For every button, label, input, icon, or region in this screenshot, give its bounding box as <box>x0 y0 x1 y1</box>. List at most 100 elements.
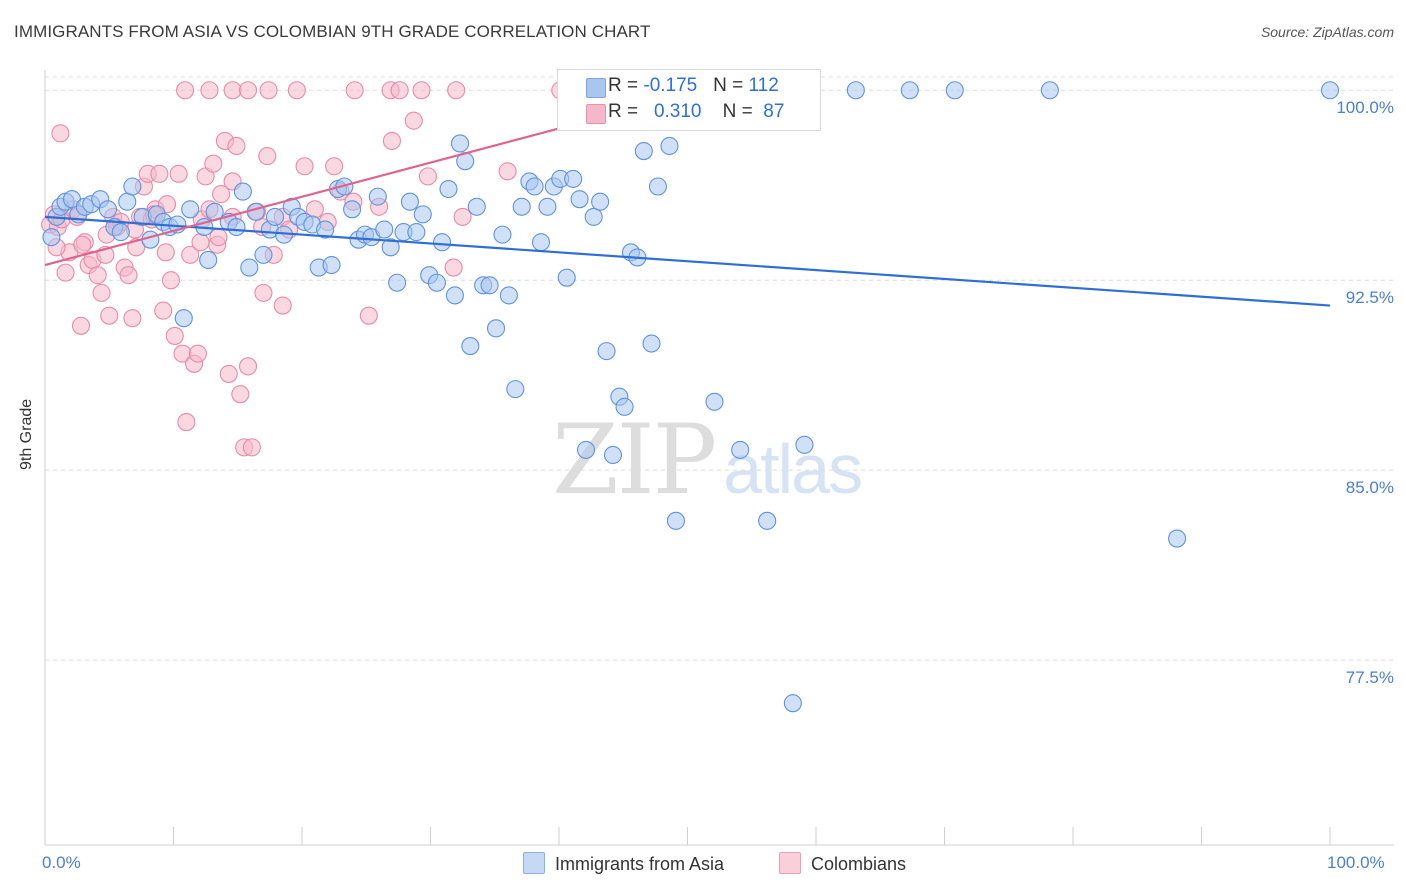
legend-n-label: N = <box>722 101 758 122</box>
point-colombian <box>223 81 242 100</box>
legend-n-label: N = <box>713 75 749 96</box>
point-asia <box>199 250 218 270</box>
point-colombian <box>390 81 409 100</box>
legend-row-asia: R = -0.175 N = 112 <box>586 75 779 99</box>
watermark-atlas: atlas <box>723 430 863 508</box>
point-asia <box>499 286 518 305</box>
point-colombian <box>242 438 261 457</box>
point-asia <box>111 223 130 242</box>
x-tick-label-max: 100.0% <box>1327 853 1385 872</box>
point-asia <box>240 258 259 277</box>
point-colombian <box>177 412 196 432</box>
point-asia <box>486 319 506 338</box>
point-colombian <box>176 81 195 100</box>
point-asia <box>316 220 335 239</box>
legend-r-value: -0.175 <box>643 75 698 96</box>
point-colombian <box>100 306 119 325</box>
bottom-legend-colombians: Colombians <box>779 852 906 875</box>
point-asia <box>433 233 452 252</box>
point-colombian <box>287 81 306 100</box>
point-colombian <box>325 157 344 176</box>
legend-r-value: 0.310 <box>653 101 702 122</box>
point-asia <box>705 392 724 411</box>
bottom-legend-asia: Immigrants from Asia <box>523 852 724 875</box>
point-colombian <box>71 316 91 335</box>
x-tick-label-min: 0.0% <box>42 853 81 872</box>
bottom-legend-label: Immigrants from Asia <box>555 854 725 874</box>
y-tick-label: 92.5% <box>1345 288 1394 308</box>
y-tick-label: 100.0% <box>1336 98 1394 118</box>
trend-line-asia <box>44 215 1331 307</box>
bottom-legend-label: Colombians <box>811 854 907 874</box>
point-asia <box>648 177 667 196</box>
point-asia <box>439 179 458 199</box>
legend-n-value: 87 <box>763 101 785 122</box>
watermark-zip: ZIP <box>552 404 717 516</box>
point-colombian <box>200 81 219 100</box>
point-asia <box>758 511 777 530</box>
point-colombian <box>209 228 228 247</box>
point-asia <box>265 207 285 226</box>
point-asia <box>731 440 750 459</box>
point-colombian <box>412 81 431 100</box>
point-asia <box>227 217 246 237</box>
trend-line-colombians <box>44 124 570 267</box>
y-tick-label: 85.0% <box>1345 478 1394 498</box>
point-asia <box>388 273 407 292</box>
legend-row-colombians: R = 0.310 N = 87 <box>586 101 785 125</box>
point-colombian <box>56 263 75 282</box>
point-colombian <box>204 154 223 173</box>
point-asia <box>795 435 814 454</box>
y-axis-label: 9th Grade <box>18 398 35 470</box>
point-asia <box>118 192 137 211</box>
point-colombian <box>254 283 273 302</box>
point-colombian <box>404 111 423 130</box>
point-colombian <box>359 306 378 325</box>
point-asia <box>525 177 544 196</box>
point-colombian <box>169 164 188 183</box>
point-colombian <box>418 167 437 186</box>
point-asia <box>322 255 341 275</box>
point-asia <box>181 200 200 219</box>
point-colombian <box>498 162 517 181</box>
point-asia <box>413 205 432 224</box>
point-asia <box>538 197 557 216</box>
point-colombian <box>154 301 173 320</box>
point-colombian <box>453 207 472 226</box>
point-asia <box>564 169 583 188</box>
point-colombian <box>447 81 466 100</box>
trend-lines <box>44 124 1331 307</box>
point-asia <box>557 268 576 287</box>
point-asia <box>233 182 252 201</box>
axes <box>44 70 1394 846</box>
point-asia <box>174 309 193 328</box>
point-asia <box>506 380 525 399</box>
legend-swatch-blue <box>586 78 606 98</box>
point-asia <box>634 141 653 161</box>
point-colombian <box>259 81 278 100</box>
point-colombian <box>51 124 70 143</box>
point-colombian <box>156 243 175 262</box>
point-colombian <box>238 81 258 100</box>
legend-n-value: 112 <box>748 75 779 96</box>
y-tick-label: 77.5% <box>1345 668 1394 688</box>
point-asia <box>576 440 596 459</box>
point-asia <box>591 192 610 211</box>
source-label: Source: ZipAtlas.com <box>1260 24 1394 40</box>
point-asia <box>597 342 616 361</box>
point-colombian <box>161 271 180 290</box>
point-asia <box>666 511 685 530</box>
point-asia <box>900 81 919 100</box>
point-colombian <box>273 296 292 315</box>
point-asia <box>660 136 679 156</box>
point-asia <box>427 273 446 292</box>
point-asia <box>1040 81 1059 100</box>
point-asia <box>642 334 661 353</box>
point-colombian <box>92 283 111 302</box>
point-asia <box>381 238 400 257</box>
point-colombian <box>219 364 238 383</box>
point-colombian <box>191 233 210 252</box>
point-colombian <box>345 81 364 100</box>
point-asia <box>461 337 480 356</box>
